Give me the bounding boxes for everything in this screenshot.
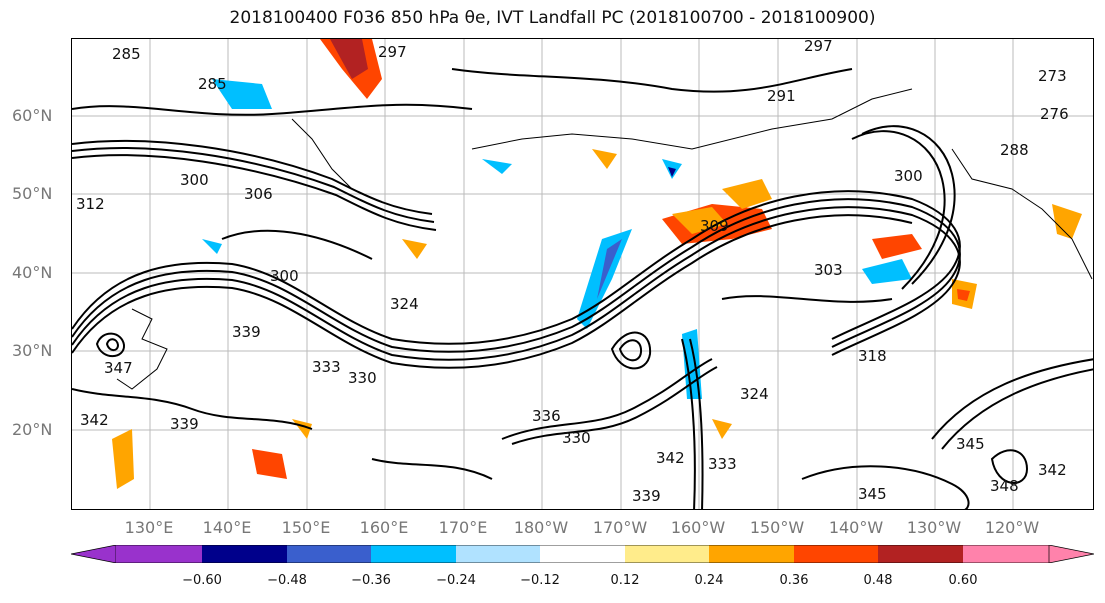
colorbar-tick: 0.48 <box>863 573 893 588</box>
colorbar-tick: 0.12 <box>610 573 640 588</box>
contour-label: 347 <box>104 359 133 377</box>
colorbar-tick: 0.60 <box>948 573 978 588</box>
contour-label: 318 <box>858 347 887 365</box>
contour-label: 336 <box>532 407 561 425</box>
contour-label: 333 <box>708 455 737 473</box>
map-canvas: 285 285 297 300 306 300 339 347 342 339 … <box>72 39 1093 509</box>
contour-label: 324 <box>740 385 769 403</box>
contour-label: 300 <box>894 167 923 185</box>
theta-e-contours <box>72 68 1093 509</box>
colorbar-tick: −0.36 <box>351 573 391 588</box>
lon-label-150w: 150°W <box>749 518 805 537</box>
contour-label: 342 <box>80 411 109 429</box>
colorbar-tick: −0.48 <box>267 573 307 588</box>
colorbar-tick: −0.60 <box>182 573 222 588</box>
contour-label: 345 <box>858 485 887 503</box>
contour-label: 288 <box>1000 141 1029 159</box>
lat-label-60n: 60°N <box>12 106 53 125</box>
colorbar-segment <box>287 545 371 563</box>
lon-label-130e: 130°E <box>124 518 174 537</box>
contour-label: 291 <box>767 87 796 105</box>
graticule <box>72 39 1093 509</box>
contour-label: 342 <box>1038 461 1067 479</box>
pc-shading <box>112 39 1082 489</box>
contour-label: 339 <box>170 415 199 433</box>
lon-label-120w: 120°W <box>984 518 1040 537</box>
contour-labels: 285 285 297 300 306 300 339 347 342 339 … <box>76 39 1069 505</box>
contour-label: 324 <box>390 295 419 313</box>
colorbar-segment <box>709 545 794 563</box>
lon-label-140w: 140°W <box>828 518 884 537</box>
colorbar-tick: 0.24 <box>694 573 724 588</box>
lon-label-170w: 170°W <box>592 518 648 537</box>
lon-label-170e: 170°E <box>438 518 488 537</box>
lat-label-20n: 20°N <box>12 420 53 439</box>
colorbar-segment <box>371 545 456 563</box>
colorbar-segment <box>116 545 202 563</box>
contour-label: 285 <box>198 75 227 93</box>
contour-label: 342 <box>656 449 685 467</box>
contour-label: 333 <box>312 358 341 376</box>
contour-label: 297 <box>804 39 833 55</box>
contour-label: 303 <box>814 261 843 279</box>
contour-label: 273 <box>1038 67 1067 85</box>
colorbar-segment <box>456 545 540 563</box>
contour-label: 300 <box>180 171 209 189</box>
contour-label: 297 <box>378 43 407 61</box>
lat-label-40n: 40°N <box>12 263 53 282</box>
colorbar-tick: 0.36 <box>779 573 809 588</box>
contour-label: 306 <box>244 185 273 203</box>
contour-label: 330 <box>562 429 591 447</box>
lon-label-140e: 140°E <box>202 518 252 537</box>
contour-label: 309 <box>700 217 729 235</box>
contour-label: 285 <box>112 45 141 63</box>
contour-label: 300 <box>270 267 299 285</box>
contour-label: 339 <box>232 323 261 341</box>
contour-label: 330 <box>348 369 377 387</box>
lon-label-150e: 150°E <box>281 518 331 537</box>
colorbar-segment <box>878 545 963 563</box>
colorbar-segment <box>963 545 1049 563</box>
lat-label-30n: 30°N <box>12 341 53 360</box>
map-panel: 285 285 297 300 306 300 339 347 342 339 … <box>71 38 1094 510</box>
lon-label-160e: 160°E <box>359 518 409 537</box>
lon-label-180w: 180°W <box>513 518 569 537</box>
colorbar-segment <box>202 545 287 563</box>
colorbar-extend-low <box>71 545 117 563</box>
contour-label: 312 <box>76 195 105 213</box>
colorbar-segment <box>794 545 878 563</box>
colorbar-extend-high <box>1048 545 1094 563</box>
lat-label-50n: 50°N <box>12 184 53 203</box>
colorbar-tick: −0.24 <box>436 573 476 588</box>
contour-label: 276 <box>1040 105 1069 123</box>
contour-label: 348 <box>990 477 1019 495</box>
contour-label: 339 <box>632 487 661 505</box>
lon-label-130w: 130°W <box>906 518 962 537</box>
map-title: 2018100400 F036 850 hPa θe, IVT Landfall… <box>229 8 876 28</box>
colorbar-tick: −0.12 <box>520 573 560 588</box>
coastlines <box>116 88 1093 390</box>
lon-label-160w: 160°W <box>670 518 726 537</box>
colorbar-segment <box>625 545 709 563</box>
colorbar <box>71 545 1094 563</box>
contour-label: 345 <box>956 435 985 453</box>
colorbar-segment <box>540 545 625 563</box>
